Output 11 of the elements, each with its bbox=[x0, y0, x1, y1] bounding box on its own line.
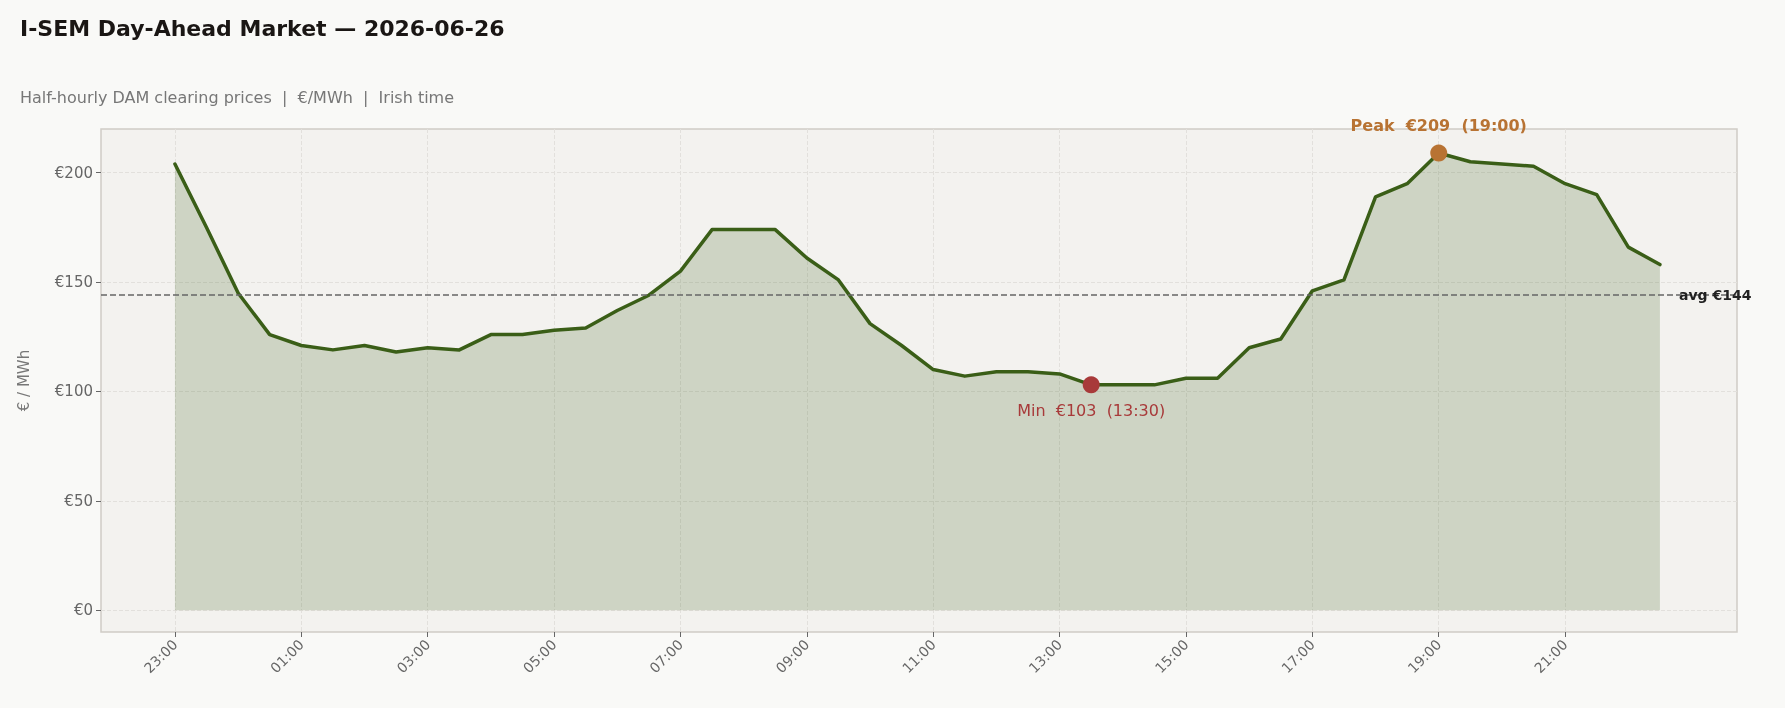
chart-subtitle: Half-hourly DAM clearing prices | €/MWh | Irish time bbox=[20, 87, 455, 107]
y-tick-label: €150 bbox=[54, 273, 93, 292]
y-tick-label: €50 bbox=[64, 491, 93, 510]
annotation: Min €103 (13:30) bbox=[1017, 401, 1166, 421]
y-tick-label: €200 bbox=[54, 163, 93, 182]
y-tick-label: €100 bbox=[54, 382, 93, 401]
y-tick-label: €0 bbox=[73, 601, 93, 620]
ref-line-label: avg €144 bbox=[1679, 287, 1752, 304]
annotation: Peak €209 (19:00) bbox=[1350, 115, 1527, 135]
chart-title: I-SEM Day-Ahead Market — 2026-06-26 bbox=[20, 15, 505, 41]
y-axis-title: € / MWh bbox=[14, 349, 33, 412]
